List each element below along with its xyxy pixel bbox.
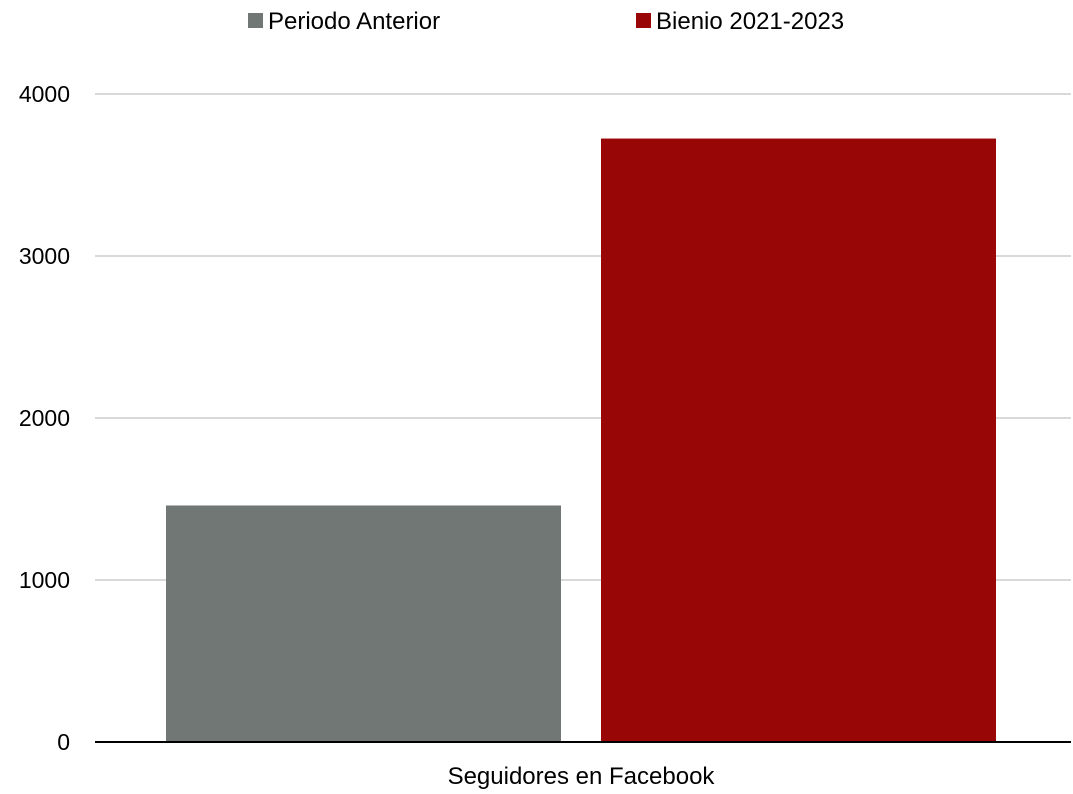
y-tick-label: 1000	[19, 567, 70, 593]
legend-entry: Bienio 2021-2023	[636, 8, 844, 35]
legend-swatch	[636, 13, 651, 28]
bar-periodo-anterior	[166, 505, 561, 742]
bars	[166, 138, 996, 743]
legend-swatch	[248, 13, 263, 28]
category-labels: Seguidores en Facebook	[448, 763, 716, 790]
y-tick-label: 4000	[19, 81, 70, 107]
legend-label: Periodo Anterior	[268, 8, 440, 35]
category-label: Seguidores en Facebook	[448, 763, 716, 790]
legend-label: Bienio 2021-2023	[656, 8, 844, 35]
y-tick-label: 0	[57, 729, 70, 755]
y-tick-label: 3000	[19, 243, 70, 269]
legend-entry: Periodo Anterior	[248, 8, 440, 35]
bar-bienio-2021-2023	[601, 138, 996, 743]
legend: Periodo Anterior Bienio 2021-2023	[248, 8, 844, 35]
y-axis-ticks: 0 1000 2000 3000 4000	[19, 81, 70, 755]
y-tick-label: 2000	[19, 405, 70, 431]
